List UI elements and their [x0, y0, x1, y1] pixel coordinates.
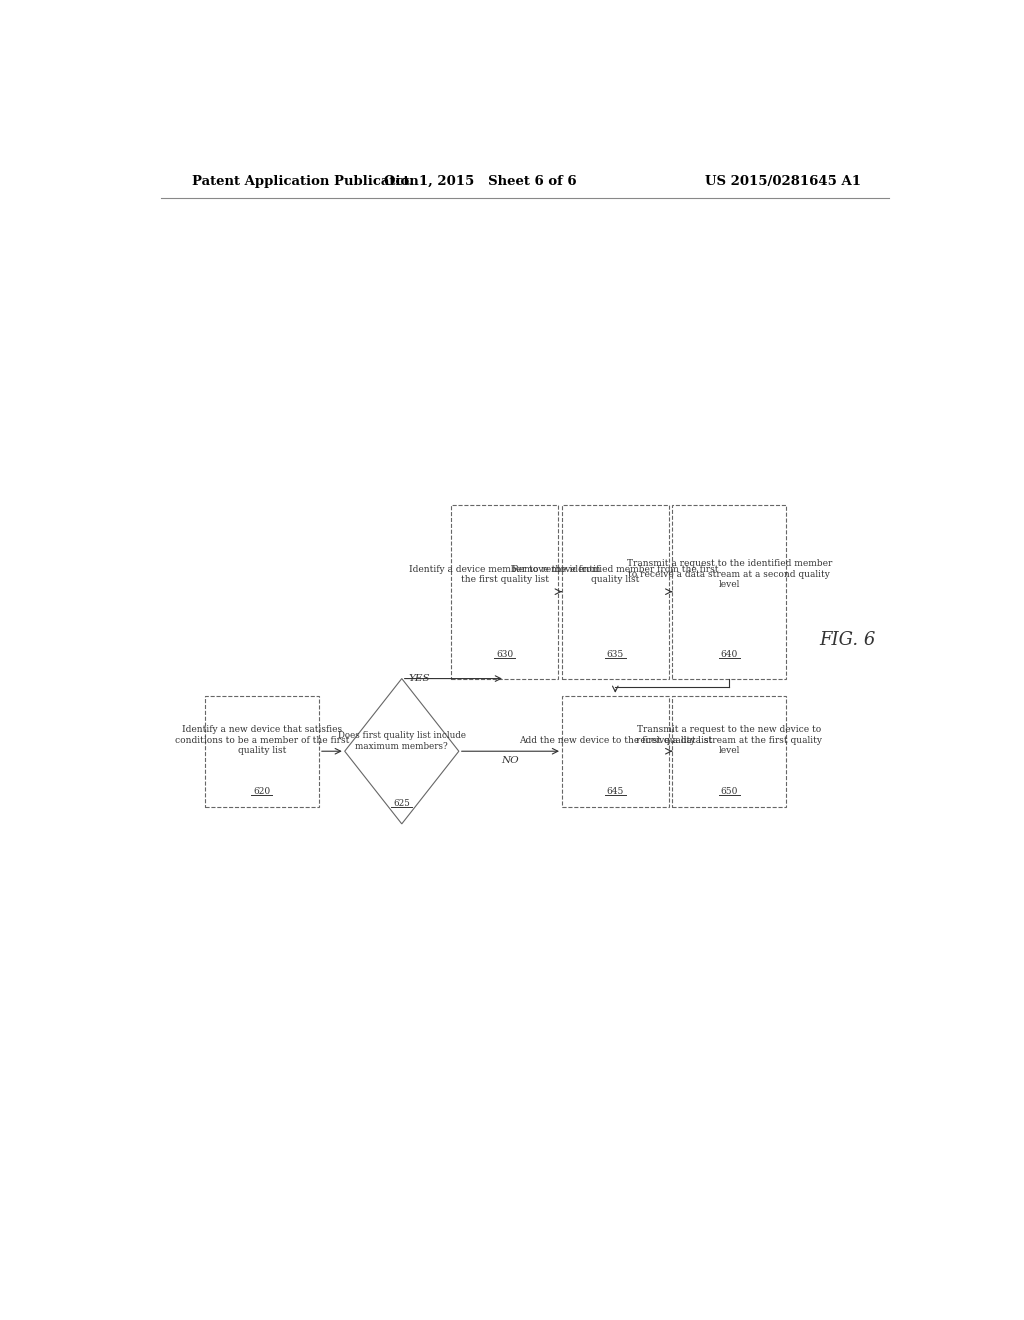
- Polygon shape: [345, 678, 459, 824]
- Text: Oct. 1, 2015   Sheet 6 of 6: Oct. 1, 2015 Sheet 6 of 6: [384, 176, 577, 187]
- Bar: [205, 696, 318, 807]
- Text: 625: 625: [393, 799, 411, 808]
- Text: 640: 640: [721, 649, 738, 659]
- Text: Identify a new device that satisfies
conditions to be a member of the first
qual: Identify a new device that satisfies con…: [175, 725, 349, 755]
- Bar: [452, 504, 558, 678]
- Text: Remove the identified member from the first
quality list: Remove the identified member from the fi…: [512, 565, 719, 583]
- Text: Transmit a request to the new device to
receive a data stream at the first quali: Transmit a request to the new device to …: [636, 725, 822, 755]
- Text: Add the new device to the first quality list: Add the new device to the first quality …: [519, 735, 712, 744]
- Text: Does first quality list include
maximum members?: Does first quality list include maximum …: [338, 731, 466, 751]
- Text: NO: NO: [502, 756, 519, 766]
- Text: Patent Application Publication: Patent Application Publication: [191, 176, 418, 187]
- Text: FIG. 6: FIG. 6: [819, 631, 876, 649]
- Text: 650: 650: [721, 787, 738, 796]
- Bar: [673, 696, 786, 807]
- Text: 620: 620: [253, 787, 270, 796]
- Text: 645: 645: [606, 787, 624, 796]
- Text: Transmit a request to the identified member
to receive a data stream at a second: Transmit a request to the identified mem…: [627, 560, 833, 589]
- Text: YES-: YES-: [409, 675, 434, 682]
- Text: 630: 630: [497, 649, 513, 659]
- Text: Identify a device member to remove from
the first quality list: Identify a device member to remove from …: [410, 565, 600, 583]
- Text: US 2015/0281645 A1: US 2015/0281645 A1: [705, 176, 861, 187]
- Bar: [562, 696, 669, 807]
- Text: 635: 635: [606, 649, 624, 659]
- Bar: [562, 504, 669, 678]
- Bar: [673, 504, 786, 678]
